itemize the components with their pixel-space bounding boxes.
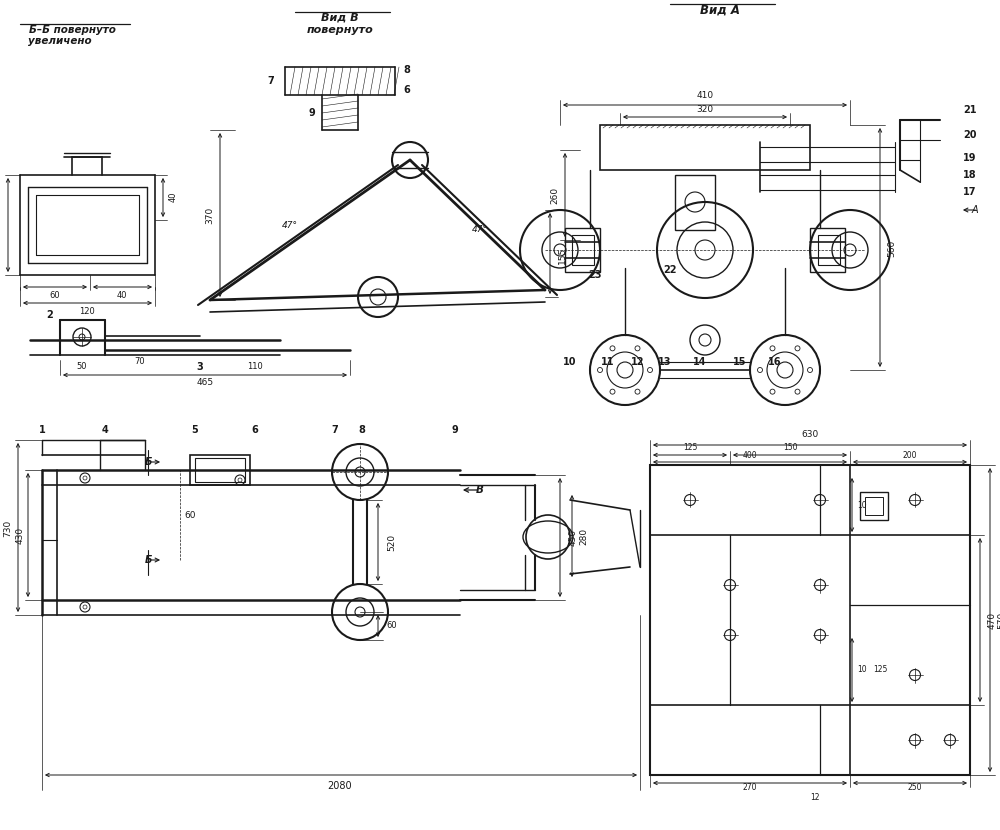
Text: 260: 260 <box>550 187 560 203</box>
Text: 6: 6 <box>404 85 410 95</box>
Text: Б: Б <box>144 555 152 565</box>
Text: 320: 320 <box>696 105 714 115</box>
Text: 19: 19 <box>963 153 977 163</box>
Bar <box>860 492 888 520</box>
Text: 13: 13 <box>658 357 672 367</box>
Text: 520: 520 <box>388 534 396 550</box>
Text: 60: 60 <box>184 510 196 520</box>
Text: 1: 1 <box>39 425 45 435</box>
Text: 110: 110 <box>247 363 263 372</box>
Text: 410: 410 <box>696 90 714 100</box>
Text: 22: 22 <box>663 265 677 275</box>
Text: 18: 18 <box>963 170 977 180</box>
Text: 5: 5 <box>192 425 198 435</box>
Text: 60: 60 <box>50 290 60 300</box>
Text: 23: 23 <box>588 270 602 280</box>
Text: Вид В: Вид В <box>321 13 359 23</box>
Text: 630: 630 <box>801 431 819 440</box>
Bar <box>565 228 600 272</box>
Text: 20: 20 <box>963 130 977 140</box>
Text: A: A <box>972 205 978 215</box>
Text: 560: 560 <box>888 239 896 256</box>
Text: 15: 15 <box>733 357 747 367</box>
Text: 14: 14 <box>693 357 707 367</box>
Text: 17: 17 <box>963 187 977 197</box>
Text: 12: 12 <box>631 357 645 367</box>
Text: 400: 400 <box>743 451 757 460</box>
Text: 60: 60 <box>387 622 397 631</box>
Bar <box>865 497 883 515</box>
Text: 200: 200 <box>903 451 917 460</box>
Text: 12: 12 <box>810 793 820 802</box>
Text: 11: 11 <box>601 357 615 367</box>
Text: 48: 48 <box>0 220 2 230</box>
Text: 125: 125 <box>683 442 697 452</box>
Text: 155: 155 <box>558 247 566 264</box>
Text: 10: 10 <box>857 500 867 510</box>
Text: 9: 9 <box>309 108 315 118</box>
Text: 2080: 2080 <box>328 781 352 791</box>
Text: 250: 250 <box>908 783 922 792</box>
Bar <box>675 175 715 230</box>
Text: 16: 16 <box>768 357 782 367</box>
Text: Б: Б <box>144 457 152 467</box>
Bar <box>572 235 594 265</box>
Bar <box>600 125 810 170</box>
Text: 3: 3 <box>197 362 203 372</box>
Text: 570: 570 <box>998 612 1000 628</box>
Text: увеличено: увеличено <box>28 36 92 46</box>
Bar <box>650 465 970 775</box>
Text: 4: 4 <box>102 425 108 435</box>
Text: B: B <box>476 485 484 495</box>
Text: 10: 10 <box>857 666 867 675</box>
Text: 50: 50 <box>77 363 87 372</box>
Text: 40: 40 <box>168 192 178 203</box>
Text: 120: 120 <box>79 307 95 316</box>
Text: 7: 7 <box>268 76 274 86</box>
Text: 10: 10 <box>563 357 577 367</box>
Text: 125: 125 <box>873 666 887 675</box>
Text: 370: 370 <box>206 207 214 223</box>
Text: 70: 70 <box>135 358 145 367</box>
Text: 47°: 47° <box>282 221 298 230</box>
Text: 2: 2 <box>47 310 53 320</box>
Text: 9: 9 <box>452 425 458 435</box>
Text: 7: 7 <box>332 425 338 435</box>
Bar <box>195 458 245 482</box>
Text: 270: 270 <box>743 783 757 792</box>
Text: 280: 280 <box>580 527 588 544</box>
Bar <box>818 235 840 265</box>
Text: 47°: 47° <box>472 226 488 235</box>
Text: Б–Б повернуто: Б–Б повернуто <box>29 25 115 35</box>
Text: 450: 450 <box>568 529 578 545</box>
Bar <box>190 455 250 485</box>
Bar <box>810 228 845 272</box>
Text: 21: 21 <box>963 105 977 115</box>
Text: 6: 6 <box>252 425 258 435</box>
Text: 8: 8 <box>359 425 365 435</box>
Text: 150: 150 <box>783 442 797 452</box>
Text: 465: 465 <box>196 378 214 388</box>
Text: 430: 430 <box>16 526 24 544</box>
Text: Вид А: Вид А <box>700 3 740 17</box>
Text: 730: 730 <box>3 520 12 537</box>
Text: 40: 40 <box>117 290 127 300</box>
Text: повернуто: повернуто <box>307 25 373 35</box>
Text: 470: 470 <box>988 612 996 628</box>
Text: 8: 8 <box>404 65 410 75</box>
